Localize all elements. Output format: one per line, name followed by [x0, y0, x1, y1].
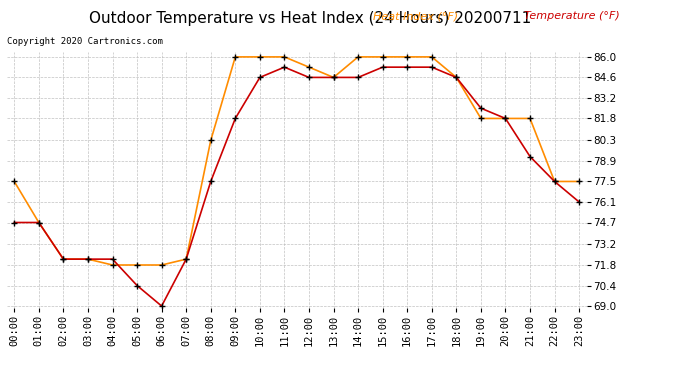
Text: Copyright 2020 Cartronics.com: Copyright 2020 Cartronics.com: [7, 38, 163, 46]
Text: Heat Index (°F): Heat Index (°F): [373, 11, 457, 21]
Text: Temperature (°F): Temperature (°F): [524, 11, 620, 21]
Text: Outdoor Temperature vs Heat Index (24 Hours) 20200711: Outdoor Temperature vs Heat Index (24 Ho…: [90, 11, 531, 26]
